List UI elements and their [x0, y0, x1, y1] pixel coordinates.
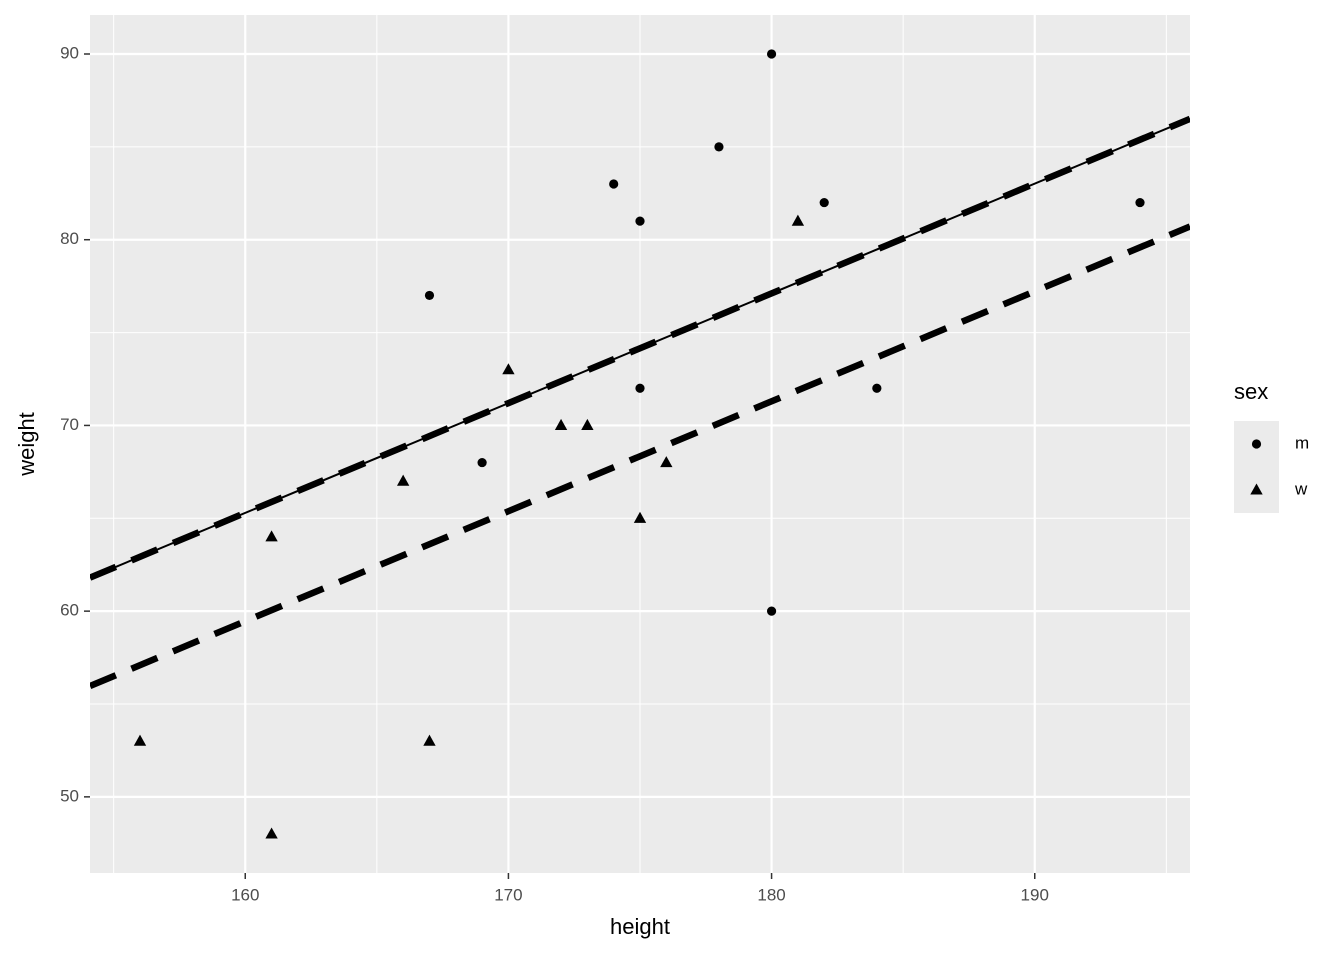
point: [633, 511, 647, 523]
legend-marker: [1251, 439, 1262, 449]
point: [766, 606, 777, 616]
x-tick-label: 170: [494, 885, 522, 904]
y-tick-label: 80: [60, 229, 79, 248]
point: [819, 197, 829, 208]
point: [477, 457, 487, 468]
legend-label: m: [1295, 433, 1309, 452]
y-axis-title: weight: [14, 412, 39, 477]
legend-marker: [1250, 483, 1263, 495]
point: [660, 456, 673, 468]
point: [714, 142, 724, 152]
point: [635, 216, 645, 226]
point: [396, 474, 410, 486]
point: [581, 418, 594, 430]
x-tick-label: 160: [231, 885, 259, 904]
reference-line: [90, 223, 1190, 690]
y-tick-label: 90: [60, 43, 79, 62]
point: [133, 734, 147, 746]
x-axis-title: height: [610, 914, 670, 939]
point: [265, 530, 278, 542]
legend-label: w: [1294, 479, 1308, 498]
reference-line: [90, 115, 1190, 581]
point: [635, 383, 645, 393]
x-tick-label: 190: [1021, 885, 1049, 904]
y-tick-label: 70: [60, 415, 79, 434]
point: [766, 49, 777, 59]
point: [609, 179, 619, 189]
point: [791, 214, 805, 226]
y-tick-label: 60: [60, 601, 79, 620]
point: [1135, 197, 1145, 208]
point: [502, 363, 515, 375]
point: [265, 827, 278, 839]
point: [872, 383, 882, 393]
point: [424, 290, 435, 301]
point: [423, 734, 436, 746]
legend-title: sex: [1234, 379, 1268, 404]
y-tick-label: 50: [60, 786, 79, 805]
x-tick-label: 180: [757, 885, 785, 904]
point: [554, 418, 568, 430]
